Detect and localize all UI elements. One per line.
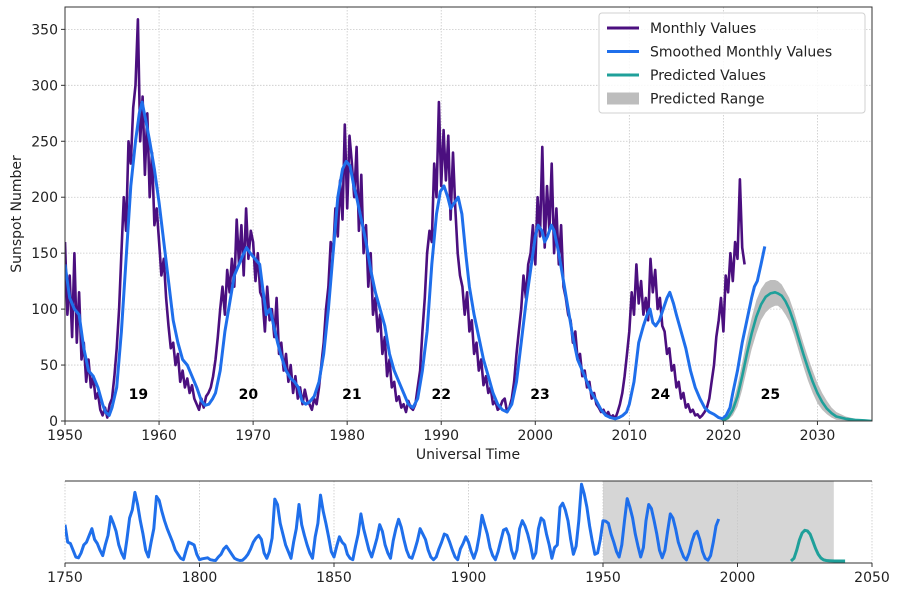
monthly-values-line: [65, 18, 746, 421]
cycle-label: 24: [651, 387, 671, 403]
x-tick-label: 1980: [329, 428, 365, 444]
legend-box: [598, 12, 866, 114]
overview-plot: 1750 1800 1850 1900 1950 2000 2050: [47, 480, 890, 586]
x-tick-label: 1950: [47, 428, 83, 444]
cycle-label: 21: [342, 387, 361, 403]
y-tick-label: 150: [31, 246, 58, 262]
main-series: [65, 18, 872, 421]
y-tick-label: 0: [49, 414, 58, 430]
predicted-range-band: [722, 280, 872, 421]
x-tick-label: 2030: [800, 428, 836, 444]
cycle-label: 22: [431, 387, 450, 403]
main-plot: 19 20 21 22 23 24 25 1950 1960 1970 1980 1990 2000 2…: [9, 6, 873, 463]
predicted-values-line: [721, 291, 872, 421]
x-axis-label: Universal Time: [416, 447, 520, 463]
cycle-label: 20: [239, 387, 259, 403]
main-plot-frame: [64, 6, 873, 422]
y-tick-label: 250: [31, 134, 58, 150]
y-tick-label: 300: [31, 78, 58, 94]
cycle-label: 19: [129, 387, 148, 403]
y-axis-label: Sunspot Number: [9, 155, 25, 273]
legend-swatch: [607, 92, 639, 105]
x-tick-label: 1970: [235, 428, 271, 444]
predicted-range-area: [722, 280, 872, 421]
legend-label: Smoothed Monthly Values: [650, 45, 832, 61]
overview-smoothed-monthly-values-line: [65, 482, 721, 562]
y-tick-label: 200: [31, 190, 58, 206]
legend-label: Predicted Values: [650, 68, 766, 84]
main-y-ticks: 0 50 100 150 200 250 300 350: [31, 22, 65, 430]
overview-x-tick-label: 2050: [854, 570, 890, 586]
overview-x-tick-label: 1950: [585, 570, 621, 586]
x-tick-label: 1990: [423, 428, 459, 444]
x-tick-label: 2020: [706, 428, 742, 444]
overview-x-tick-label: 1750: [47, 570, 83, 586]
x-tick-label: 1960: [141, 428, 177, 444]
y-tick-label: 350: [31, 22, 58, 38]
y-tick-label: 50: [40, 358, 58, 374]
overview-x-tick-label: 1850: [316, 570, 352, 586]
legend: Monthly Values Smoothed Monthly Values Pre…: [598, 12, 866, 114]
legend-label: Predicted Range: [650, 92, 765, 108]
x-tick-label: 2000: [517, 428, 553, 444]
overview-x-tick-label: 2000: [720, 570, 756, 586]
overview-x-tick-label: 1800: [182, 570, 218, 586]
cycle-label: 23: [530, 387, 549, 403]
cycle-labels: 19 20 21 22 23 24 25: [129, 387, 781, 403]
overview-x-ticks: 1750 1800 1850 1900 1950 2000 2050: [47, 563, 890, 586]
smoothed-monthly-values-line: [65, 100, 767, 421]
overview-series: [65, 482, 846, 563]
y-tick-label: 100: [31, 302, 58, 318]
overview-predicted-values-line: [789, 528, 846, 563]
cycle-label: 25: [761, 387, 780, 403]
legend-label: Monthly Values: [650, 21, 756, 37]
main-x-ticks: 1950 1960 1970 1980 1990 2000 2010 2020 2030: [47, 421, 835, 444]
overview-x-tick-label: 1900: [451, 570, 487, 586]
x-tick-label: 2010: [612, 428, 648, 444]
